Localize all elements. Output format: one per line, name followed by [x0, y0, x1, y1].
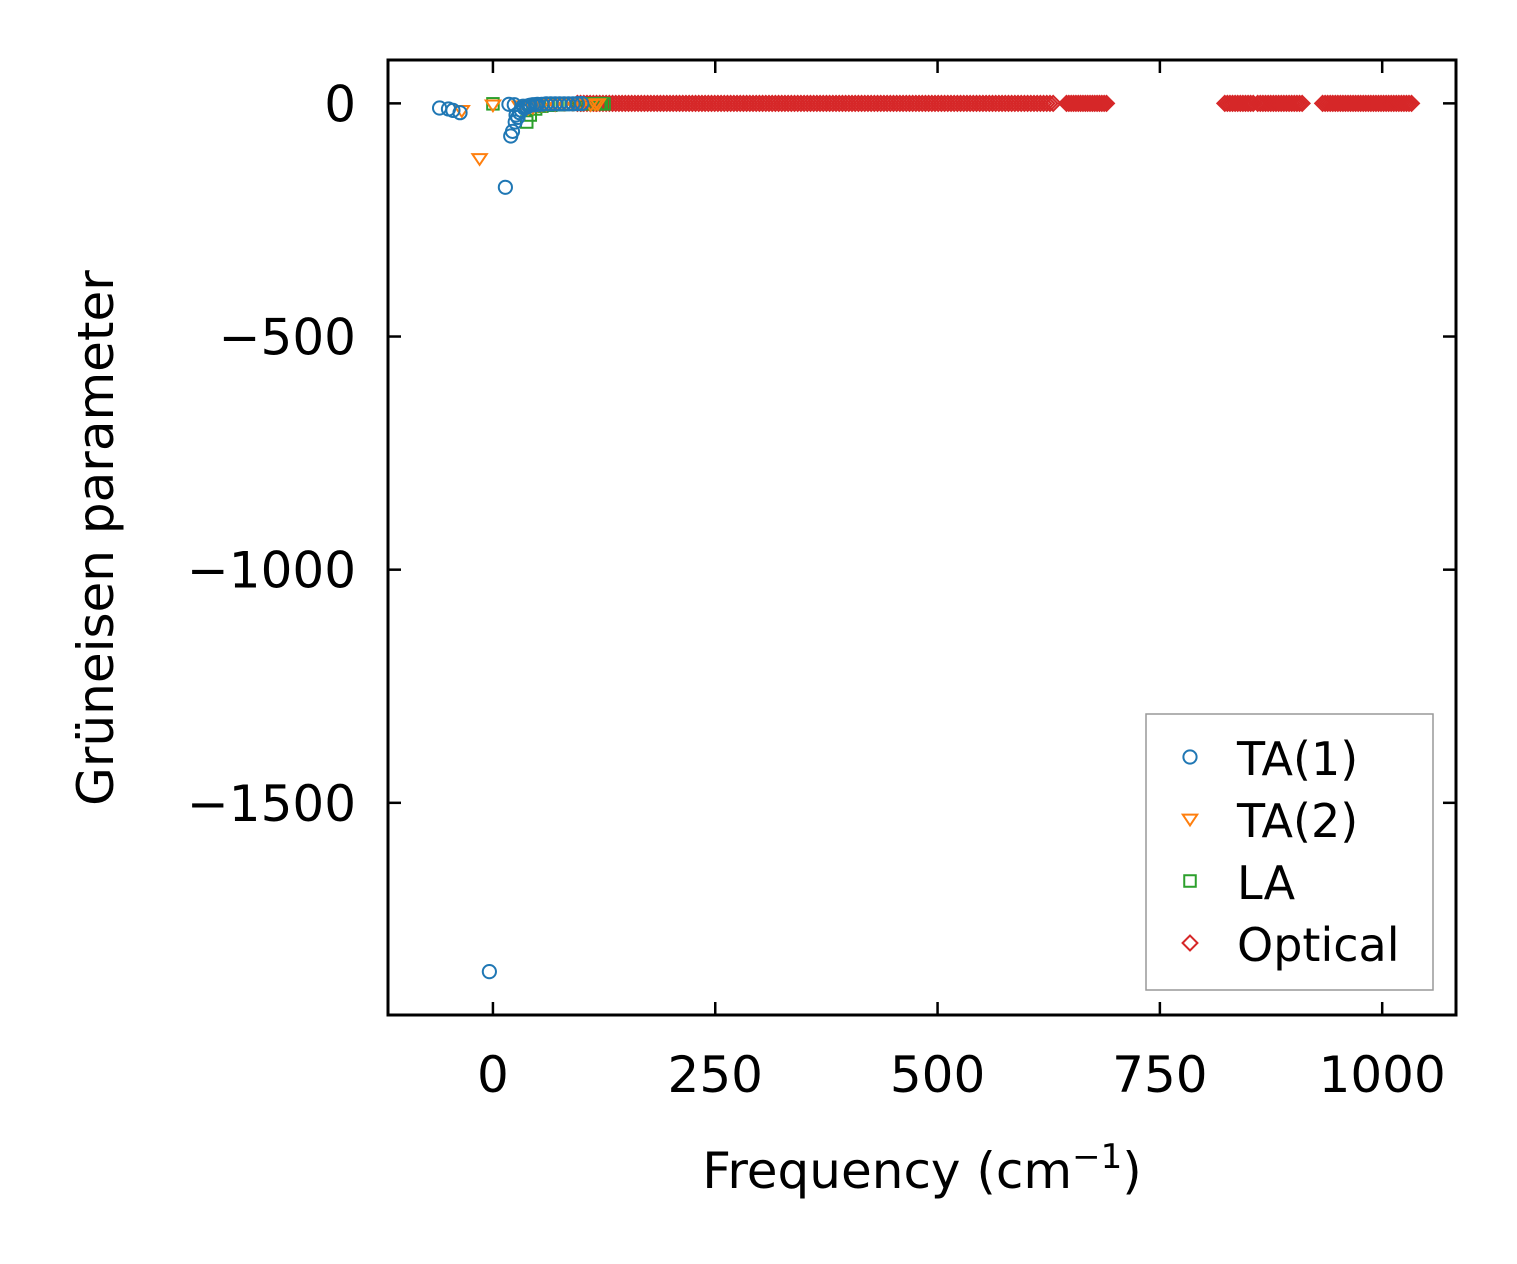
- data-point: [481, 964, 497, 980]
- data-point: [574, 95, 590, 112]
- x-tick-labels: 0 250 500 750 1000: [477, 1046, 1446, 1104]
- data-point: [483, 99, 503, 114]
- data-point: [1395, 94, 1413, 113]
- series-optical: [568, 94, 1421, 113]
- data-point: [1293, 94, 1312, 113]
- y-tick-label: −1000: [187, 542, 356, 600]
- y-tick-label: −500: [219, 309, 356, 367]
- ticks-layer: [388, 60, 1456, 1015]
- data-point: [452, 105, 468, 121]
- data-point: [1290, 94, 1309, 113]
- data-point: [1400, 94, 1418, 113]
- legend-marker-diamond: [1181, 934, 1199, 952]
- series-ta-1: [431, 95, 590, 980]
- data-point: [1041, 94, 1059, 113]
- legend-marker-triangle-down: [1180, 813, 1200, 828]
- y-tick-label: −1500: [187, 775, 356, 833]
- data-point: [569, 95, 586, 112]
- data-point: [497, 179, 513, 195]
- y-axis-label: Grüneisen parameter: [67, 270, 125, 806]
- x-tick-label: 250: [668, 1046, 763, 1104]
- legend-label-ta2: TA(2): [1236, 794, 1358, 848]
- plot-area-frame: [386, 58, 1458, 1017]
- data-point: [565, 96, 581, 112]
- x-tick-label: 1000: [1319, 1046, 1446, 1104]
- legend-label-optical: Optical: [1237, 918, 1399, 972]
- legend-markers: [1180, 749, 1200, 952]
- x-tick-label: 750: [1112, 1046, 1207, 1104]
- data-point: [1288, 94, 1306, 113]
- legend-label-ta1: TA(1): [1236, 732, 1358, 786]
- x-tick-label: 500: [890, 1046, 985, 1104]
- data-point: [1285, 94, 1304, 113]
- legend-marker-circle: [1182, 749, 1198, 765]
- data-point: [1037, 94, 1056, 113]
- data-point: [1097, 94, 1116, 113]
- data-layer: [431, 94, 1421, 980]
- data-point: [1397, 94, 1416, 113]
- data-point: [508, 107, 524, 123]
- data-point: [445, 102, 461, 118]
- data-point: [504, 123, 521, 139]
- x-axis-label: Frequency (cm−1): [702, 1137, 1142, 1200]
- legend-marker-square: [1183, 874, 1197, 888]
- x-axis-label-text: Frequency (cm: [702, 1142, 1072, 1200]
- data-point: [1095, 94, 1114, 113]
- legend-label-la: LA: [1237, 856, 1296, 910]
- data-point: [506, 97, 522, 113]
- y-tick-labels: 0 −500 −1000 −1500: [187, 75, 356, 832]
- data-point: [470, 153, 489, 167]
- data-point: [501, 96, 517, 112]
- data-point: [1236, 94, 1255, 113]
- x-axis-label-superscript: −1: [1072, 1137, 1122, 1177]
- legend: TA(1) TA(2) LA Optical: [1145, 713, 1434, 991]
- legend-frame: [1145, 713, 1434, 991]
- x-axis-label-tail: ): [1122, 1142, 1142, 1200]
- x-tick-label: 0: [477, 1046, 509, 1104]
- data-point: [1092, 94, 1111, 113]
- data-point: [1090, 94, 1109, 113]
- data-point: [1402, 94, 1421, 113]
- data-point: [1044, 94, 1063, 113]
- y-tick-label: 0: [324, 75, 356, 133]
- data-point: [588, 98, 607, 112]
